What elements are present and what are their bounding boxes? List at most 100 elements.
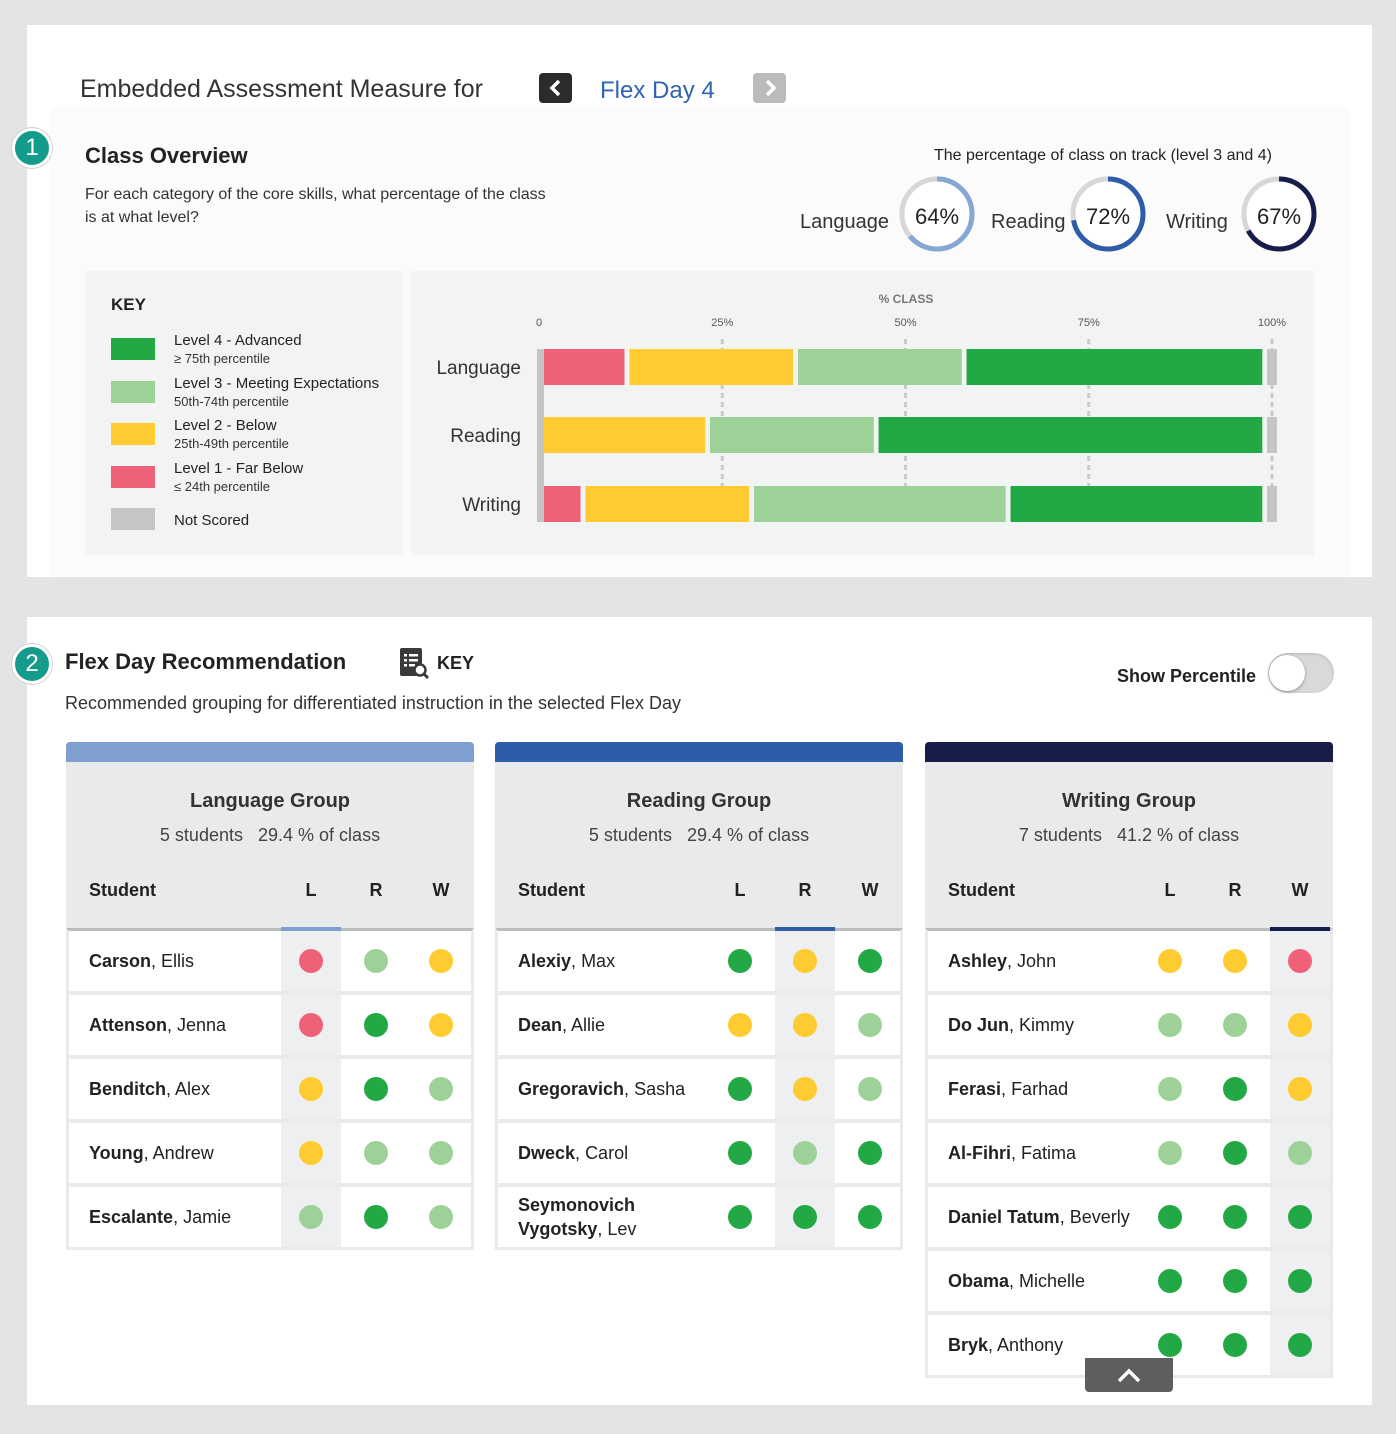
- key-item-sub: ≤ 24th percentile: [174, 479, 271, 494]
- gauge-ring-writing: [1241, 176, 1317, 252]
- group-student-count: 7 students: [1018, 825, 1102, 845]
- show-percentile-label: Show Percentile: [1117, 666, 1257, 686]
- level-dot-w: [429, 949, 453, 973]
- student-first-name: Allie: [571, 1015, 606, 1035]
- key-button-label: KEY: [437, 652, 475, 673]
- group-percent: 29.4 % of class: [687, 825, 810, 845]
- table-row[interactable]: Attenson, Jenna: [69, 995, 471, 1055]
- level-dot-r: [1223, 1269, 1247, 1293]
- level-dot-r: [1223, 1141, 1247, 1165]
- show-percentile-toggle[interactable]: [1268, 653, 1334, 693]
- chevron-left-icon: [549, 79, 560, 97]
- table-row[interactable]: Bryk, Anthony: [928, 1315, 1330, 1375]
- bar-segment-level-3-meeting-expectations: [710, 417, 874, 453]
- level-dot-r: [364, 1013, 388, 1037]
- student-name: Young, Andrew: [89, 1143, 214, 1163]
- group-title: Reading Group: [626, 790, 772, 812]
- table-row[interactable]: Benditch, Alex: [69, 1059, 471, 1119]
- chevron-right-icon: [765, 79, 776, 97]
- table-row[interactable]: Dweck, Carol: [498, 1123, 900, 1183]
- highlight-underline: [1270, 927, 1330, 931]
- level-dot-r: [1223, 1013, 1247, 1037]
- student-column-header[interactable]: Student: [89, 880, 156, 900]
- group-percent: 41.2 % of class: [1117, 825, 1240, 845]
- student-last-name: Al-Fihri: [948, 1143, 1011, 1163]
- student-column-header[interactable]: Student: [948, 880, 1015, 900]
- student-last-name: Daniel Tatum: [948, 1207, 1060, 1227]
- next-flex-day-button[interactable]: [753, 73, 786, 103]
- class-overview-card: Class Overview For each category of the …: [50, 107, 1349, 577]
- x-tick-label: 100%: [1258, 317, 1286, 329]
- collapse-button[interactable]: [1085, 1358, 1173, 1392]
- bar-segment-level-4-advanced: [1010, 486, 1263, 522]
- table-row[interactable]: Ferasi, Farhad: [928, 1059, 1330, 1119]
- level-dot-l: [1158, 1077, 1182, 1101]
- flex-day-selector[interactable]: Flex Day 4: [600, 77, 715, 104]
- bar-segment-not-scored: [1267, 417, 1277, 453]
- level-dot-l: [1158, 1141, 1182, 1165]
- student-first-name: Alex: [175, 1079, 211, 1099]
- table-row[interactable]: Do Jun, Kimmy: [928, 995, 1330, 1055]
- table-row[interactable]: Al-Fihri, Fatima: [928, 1123, 1330, 1183]
- table-row[interactable]: Gregoravich, Sasha: [498, 1059, 900, 1119]
- category-label: Language: [436, 358, 521, 379]
- highlight-column: [280, 870, 342, 928]
- x-tick-label: 75%: [1078, 317, 1100, 329]
- level-dot-l: [1158, 949, 1182, 973]
- table-row[interactable]: Alexiy, Max: [498, 931, 900, 991]
- student-name: Attenson, Jenna: [89, 1015, 227, 1035]
- column-header-r[interactable]: R: [369, 880, 383, 900]
- gauge-fill: [1241, 176, 1317, 252]
- level-dot-r: [793, 1013, 817, 1037]
- level-dot-r: [364, 1141, 388, 1165]
- prev-flex-day-button[interactable]: [539, 73, 572, 103]
- stacked-bar-chart: % CLASS 0 25% 50% 75% 100% Language Reading Writ…: [436, 292, 1286, 522]
- table-row[interactable]: Ashley, John: [928, 931, 1330, 991]
- column-header-r[interactable]: R: [1228, 880, 1242, 900]
- highlight-underline: [281, 927, 341, 931]
- column-header-w[interactable]: W: [861, 880, 879, 900]
- key-item-sub: ≥ 75th percentile: [174, 351, 271, 366]
- level-dot-r: [793, 1205, 817, 1229]
- level-dot-w: [858, 1205, 882, 1229]
- column-header-w[interactable]: W: [1291, 880, 1309, 900]
- table-row[interactable]: Carson, Ellis: [69, 931, 471, 991]
- bar-segment-level-4-advanced: [878, 417, 1263, 453]
- key-button[interactable]: KEY: [399, 647, 474, 679]
- table-row[interactable]: Dean, Allie: [498, 995, 900, 1055]
- key-item-sub: 25th-49th percentile: [174, 436, 289, 451]
- student-last-name: Bryk: [948, 1335, 989, 1355]
- level-dot-l: [299, 1205, 323, 1229]
- student-name: Dweck, Carol: [518, 1143, 629, 1163]
- column-header-w[interactable]: W: [432, 880, 450, 900]
- table-row[interactable]: Obama, Michelle: [928, 1251, 1330, 1311]
- table-row[interactable]: Escalante, Jamie: [69, 1187, 471, 1247]
- student-column-header[interactable]: Student: [518, 880, 585, 900]
- column-header-r[interactable]: R: [798, 880, 812, 900]
- student-name: Do Jun, Kimmy: [948, 1015, 1075, 1035]
- table-row[interactable]: Daniel Tatum, Beverly: [928, 1187, 1330, 1247]
- group-meta: 5 students 29.4 % of class: [66, 825, 474, 846]
- column-header-l[interactable]: L: [1164, 880, 1176, 900]
- bar-segment-level-4-advanced: [966, 349, 1263, 385]
- level-dot-l: [1158, 1013, 1182, 1037]
- language-group-card: Language Group 5 students 29.4 % of class…: [66, 742, 474, 1250]
- column-header-l[interactable]: L: [305, 880, 317, 900]
- student-name: Dean, Allie: [518, 1015, 606, 1035]
- category-label: Writing: [462, 495, 521, 516]
- gauge-percent-language: 64%: [914, 204, 960, 229]
- level-dot-l: [299, 1013, 323, 1037]
- gauge-fill: [1070, 176, 1146, 252]
- table-row[interactable]: Seymonovich Vygotsky, Lev: [498, 1187, 900, 1247]
- bar-segment-level-2-below: [585, 486, 750, 522]
- level-dot-w: [1288, 1077, 1312, 1101]
- highlight-column: [1269, 870, 1331, 928]
- level-dot-l: [1158, 1333, 1182, 1357]
- section-1-marker: 1: [12, 128, 52, 168]
- table-row[interactable]: Young, Andrew: [69, 1123, 471, 1183]
- column-header-l[interactable]: L: [734, 880, 746, 900]
- student-first-name: Beverly: [1069, 1207, 1130, 1227]
- reading-group-card: Reading Group 5 students 29.4 % of class S…: [495, 742, 903, 1250]
- student-first-name: Carol: [585, 1143, 629, 1163]
- student-last-name: Ferasi: [948, 1079, 1002, 1099]
